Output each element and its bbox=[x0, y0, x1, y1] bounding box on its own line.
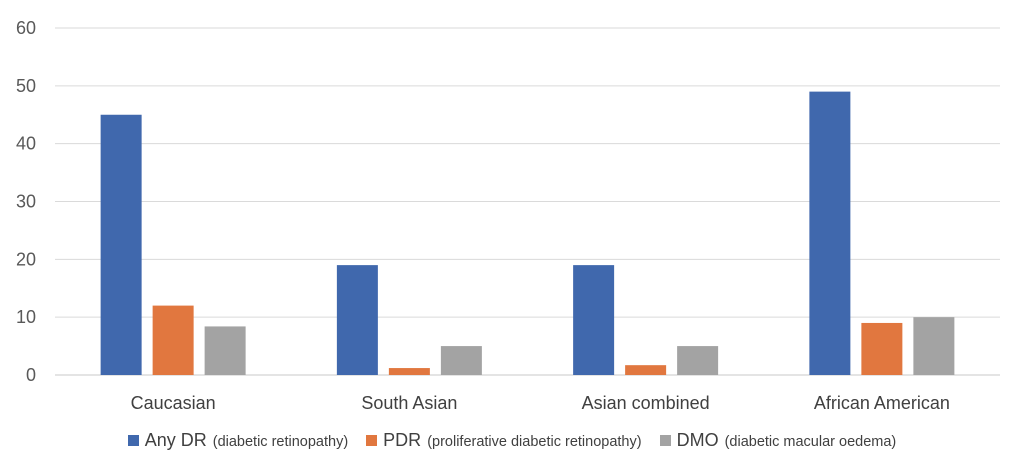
legend-label: PDR bbox=[383, 429, 422, 450]
bar-any-dr bbox=[809, 91, 851, 375]
legend: Any DR (diabetic retinopathy) PDR (prolifer… bbox=[0, 426, 1024, 454]
gridlines bbox=[55, 27, 1000, 376]
x-tick-label: South Asian bbox=[361, 393, 457, 413]
legend-item: DMO (diabetic macular oedema) bbox=[659, 429, 897, 451]
bar-dmo bbox=[677, 346, 719, 375]
y-tick-label: 60 bbox=[16, 18, 36, 38]
bar-dmo bbox=[204, 326, 246, 375]
legend-item: Any DR (diabetic retinopathy) bbox=[127, 429, 349, 451]
legend-label: Any DR bbox=[144, 429, 207, 450]
bar-dmo bbox=[913, 317, 955, 375]
legend-swatch bbox=[659, 434, 671, 446]
legend-swatch bbox=[366, 434, 378, 446]
legend-item: PDR (proliferative diabetic retinopathy) bbox=[366, 429, 642, 451]
y-axis: 0 10 20 30 40 50 60 bbox=[16, 18, 36, 385]
y-tick-label: 40 bbox=[16, 134, 36, 154]
y-tick-label: 30 bbox=[16, 192, 36, 212]
x-tick-label: Caucasian bbox=[131, 393, 216, 413]
bar-any-dr bbox=[336, 265, 378, 375]
x-axis: Caucasian South Asian Asian combined Africa… bbox=[131, 393, 950, 413]
bars bbox=[100, 91, 955, 375]
x-tick-label: African American bbox=[814, 393, 950, 413]
legend-label-detail: (diabetic retinopathy) bbox=[212, 433, 349, 450]
y-tick-label: 50 bbox=[16, 76, 36, 96]
y-tick-label: 10 bbox=[16, 307, 36, 327]
legend-label: DMO bbox=[676, 429, 719, 450]
y-tick-label: 0 bbox=[26, 365, 36, 385]
legend-label-detail: (proliferative diabetic retinopathy) bbox=[427, 433, 642, 450]
legend-label-detail: (diabetic macular oedema) bbox=[724, 433, 897, 450]
legend-swatch bbox=[127, 434, 139, 446]
bar-pdr bbox=[152, 305, 194, 375]
bar-pdr bbox=[625, 365, 667, 375]
bar-dmo bbox=[440, 346, 482, 375]
bar-any-dr bbox=[100, 114, 142, 375]
bar-any-dr bbox=[573, 265, 615, 375]
bar-chart: 0 10 20 30 40 50 60 Caucasian South Asian Asian … bbox=[16, 18, 1000, 413]
bar-pdr bbox=[388, 368, 430, 375]
y-tick-label: 20 bbox=[16, 249, 36, 269]
x-tick-label: Asian combined bbox=[582, 393, 710, 413]
bar-pdr bbox=[861, 322, 903, 375]
